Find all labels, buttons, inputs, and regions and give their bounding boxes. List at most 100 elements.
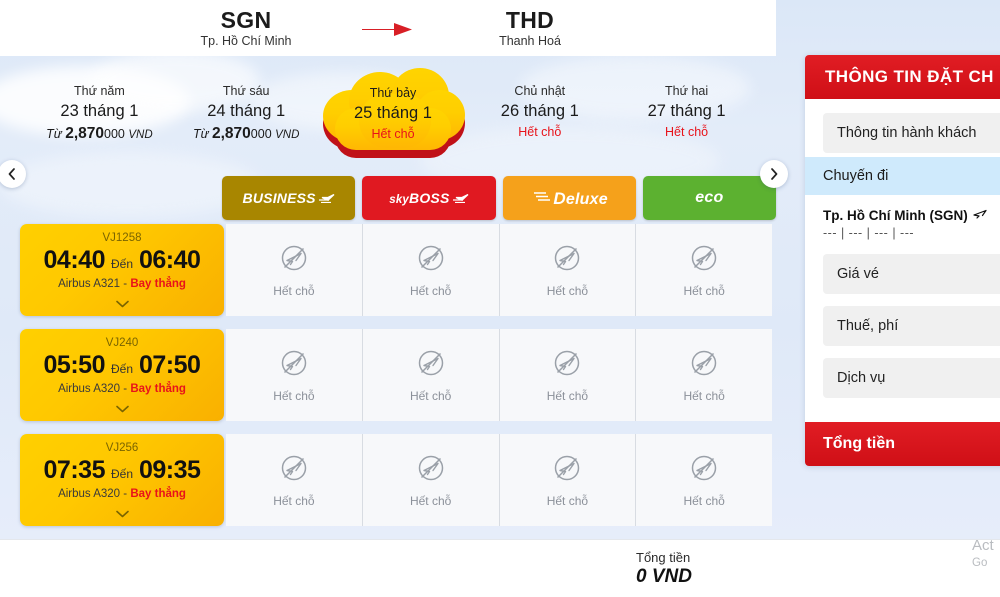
flight-direct-label: Bay thẳng <box>130 277 186 290</box>
chevron-down-icon[interactable] <box>20 401 224 417</box>
flight-aircraft: Airbus A321 <box>58 277 121 290</box>
date-selector: Thứ năm 23 tháng 1 Từ 2,870000 VND Thứ sáu 2… <box>0 58 790 188</box>
price-prefix: Từ <box>46 127 62 142</box>
fare-cell-soldout: Hết chỗ <box>635 224 772 316</box>
next-dates-button[interactable] <box>760 160 788 188</box>
fare-cell-soldout: Hết chỗ <box>635 434 772 526</box>
sidebar-total-label: Tổng tiền <box>805 422 1000 466</box>
no-flight-icon <box>689 243 719 278</box>
speed-lines-icon <box>533 188 553 209</box>
fare-cell-soldout: Hết chỗ <box>226 329 362 421</box>
sidebar-price-row[interactable]: Giá vé <box>823 254 1000 294</box>
fare-class-deluxe-label: eluxe <box>565 190 608 208</box>
flight-row: VJ256 07:35 Đến 09:35 Airbus A320 - Bay thẳn… <box>0 434 790 526</box>
fare-cell-soldout: Hết chỗ <box>226 434 362 526</box>
flight-card[interactable]: VJ256 07:35 Đến 09:35 Airbus A320 - Bay thẳn… <box>20 434 224 526</box>
no-flight-icon <box>689 453 719 488</box>
fare-cell-soldout: Hết chỗ <box>498 434 636 526</box>
fare-class-eco[interactable]: e co <box>642 176 776 220</box>
flight-depart-time: 07:35 <box>43 455 106 484</box>
flight-card[interactable]: VJ240 05:50 Đến 07:50 Airbus A320 - Bay thẳn… <box>20 329 224 421</box>
route-header: SGN Tp. Hồ Chí Minh THD Thanh Hoá <box>0 0 776 56</box>
fare-cell-soldout: Hết chỗ <box>361 434 499 526</box>
date-soldout: Hết chỗ <box>518 125 562 140</box>
no-flight-icon <box>689 348 719 383</box>
date-option-4[interactable]: Thứ hai 27 tháng 1 Hết chỗ <box>613 58 760 170</box>
sidebar-price-row[interactable]: Thuế, phí <box>823 306 1000 346</box>
price-rest: 000 <box>104 127 125 142</box>
chevron-down-icon[interactable] <box>20 296 224 312</box>
fare-class-business-label: BUSINESS <box>242 190 316 206</box>
sidebar-price-rows: Giá vé Thuế, phí Dịch vụ <box>805 248 1000 422</box>
flight-card[interactable]: VJ1258 04:40 Đến 06:40 Airbus A321 - Bay thẳ… <box>20 224 224 316</box>
fare-class-header: BUSINESS sky BOSS D eluxe <box>222 176 776 220</box>
flight-arrive-time: 07:50 <box>139 350 201 379</box>
date-day: 24 tháng 1 <box>207 101 286 120</box>
prev-dates-button[interactable] <box>0 160 26 188</box>
fare-cell-soldout: Hết chỗ <box>361 224 499 316</box>
flight-to-label: Đến <box>110 256 133 271</box>
flight-depart-time: 04:40 <box>43 245 106 274</box>
fare-class-skyboss-label: BOSS <box>409 190 450 206</box>
fare-soldout-label: Hết chỗ <box>683 493 725 508</box>
price-rest: 000 <box>250 127 272 142</box>
no-flight-icon <box>416 348 446 383</box>
date-option-3[interactable]: Chủ nhật 26 tháng 1 Hết chỗ <box>466 58 613 170</box>
date-price: Từ 2,870000 VND <box>26 125 173 143</box>
fare-class-deluxe-prefix: D <box>553 188 566 208</box>
date-soldout: Hết chỗ <box>665 125 709 140</box>
flight-row: VJ240 05:50 Đến 07:50 Airbus A320 - Bay thẳn… <box>0 329 790 421</box>
flight-number: VJ240 <box>105 337 139 349</box>
sidebar-title: THÔNG TIN ĐẶT CH <box>805 55 1000 99</box>
date-dow: Chủ nhật <box>514 84 566 98</box>
fare-cells: Hết chỗ Hết chỗ Hết chỗ Hết chỗ <box>226 224 772 316</box>
flight-to-label: Đến <box>110 361 133 376</box>
bottom-total-label: Tổng tiền <box>636 550 691 565</box>
date-dow: Thứ hai <box>665 84 709 98</box>
fare-soldout-label: Hết chỗ <box>409 283 452 298</box>
date-option-1[interactable]: Thứ sáu 24 tháng 1 Từ 2,870000 VND <box>173 58 320 170</box>
flight-aircraft: Airbus A320 <box>58 382 121 395</box>
flight-number: VJ1258 <box>102 232 142 244</box>
date-option-2[interactable]: Thứ bảy 25 tháng 1 Hết chỗ <box>320 58 467 170</box>
sidebar-price-row[interactable]: Dịch vụ <box>823 358 1000 398</box>
fare-class-deluxe[interactable]: D eluxe <box>502 176 636 220</box>
origin-block: SGN Tp. Hồ Chí Minh <box>176 8 316 48</box>
price-main: 2,870 <box>212 125 251 143</box>
fare-class-business[interactable]: BUSINESS <box>222 176 356 220</box>
fare-soldout-label: Hết chỗ <box>683 388 725 403</box>
flight-separator: - <box>123 277 128 290</box>
fare-class-skyboss[interactable]: sky BOSS <box>362 176 496 220</box>
date-soldout: Hết chỗ <box>371 127 415 142</box>
date-option-0[interactable]: Thứ năm 23 tháng 1 Từ 2,870000 VND <box>26 58 173 170</box>
fare-cell-soldout: Hết chỗ <box>635 329 772 421</box>
date-day: 25 tháng 1 <box>353 103 432 122</box>
price-currency: VND <box>128 129 153 142</box>
no-flight-icon <box>279 348 309 383</box>
fare-soldout-label: Hết chỗ <box>683 283 725 298</box>
fare-soldout-label: Hết chỗ <box>273 388 315 403</box>
date-dow: Thứ bảy <box>369 86 417 100</box>
passenger-info-field[interactable]: Thông tin hành khách <box>823 113 1000 153</box>
flight-arrive-time: 06:40 <box>139 245 201 274</box>
destination-block: THD Thanh Hoá <box>460 8 600 48</box>
no-flight-icon <box>416 453 446 488</box>
date-price: Từ 2,870000 VND <box>173 125 320 143</box>
fare-soldout-label: Hết chỗ <box>546 283 589 298</box>
no-flight-icon <box>552 453 582 488</box>
date-day: 23 tháng 1 <box>60 101 139 120</box>
fare-cells: Hết chỗ Hết chỗ Hết chỗ Hết chỗ <box>226 329 772 421</box>
no-flight-icon <box>279 243 309 278</box>
chevron-down-icon[interactable] <box>20 506 224 522</box>
flight-direct-label: Bay thẳng <box>130 487 186 500</box>
flight-separator: - <box>123 487 128 500</box>
trip-band-label: Chuyến đi <box>805 157 1000 195</box>
fare-soldout-label: Hết chỗ <box>273 283 315 298</box>
trip-origin-label: Tp. Hồ Chí Minh (SGN) <box>823 208 968 223</box>
bottom-total-amount: 0 VND <box>636 566 692 587</box>
flight-row: VJ1258 04:40 Đến 06:40 Airbus A321 - Bay thẳ… <box>0 224 790 316</box>
fare-soldout-label: Hết chỗ <box>273 493 315 508</box>
fare-cell-soldout: Hết chỗ <box>498 224 636 316</box>
fare-cell-soldout: Hết chỗ <box>361 329 499 421</box>
